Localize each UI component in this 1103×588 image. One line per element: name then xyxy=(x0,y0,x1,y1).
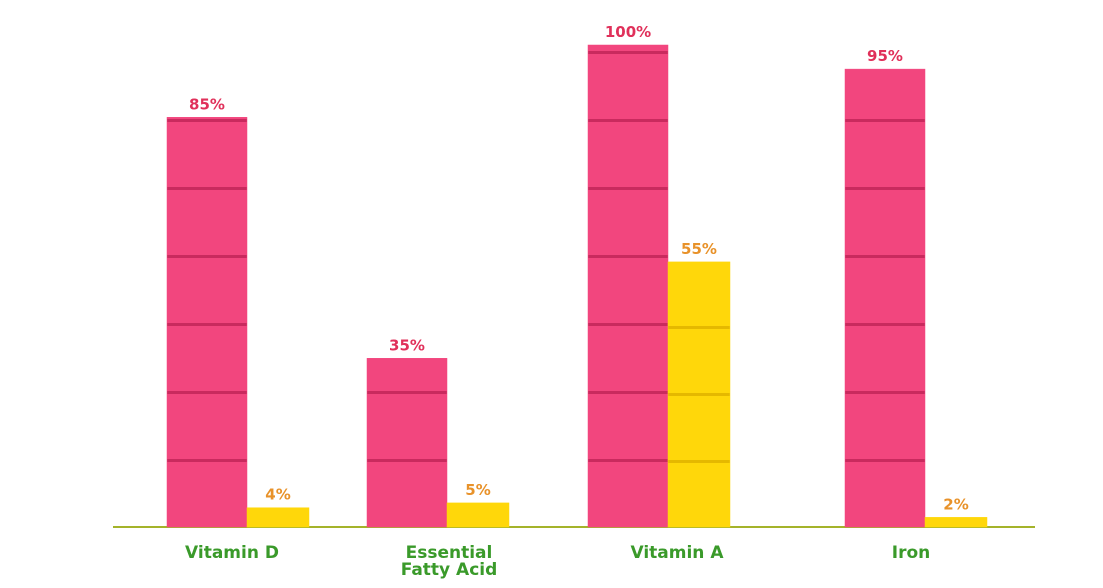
category-label: Vitamin A xyxy=(630,543,724,563)
value-label: 95% xyxy=(867,47,903,65)
bar xyxy=(366,358,448,528)
value-label: 35% xyxy=(389,336,425,354)
bar xyxy=(446,502,510,528)
category-label: Iron xyxy=(891,543,931,563)
bar xyxy=(166,117,248,528)
bar xyxy=(844,68,926,528)
value-label: 55% xyxy=(681,240,717,258)
bar xyxy=(924,517,988,528)
category-label: Essential Fatty Acid xyxy=(400,543,498,580)
value-label: 2% xyxy=(943,495,968,513)
value-label: 4% xyxy=(265,486,290,504)
bar xyxy=(587,44,669,528)
value-label: 85% xyxy=(189,95,225,113)
category-label: Vitamin D xyxy=(185,543,279,563)
bar xyxy=(246,507,310,528)
value-label: 100% xyxy=(605,23,651,41)
value-label: 5% xyxy=(465,481,490,499)
bar xyxy=(667,261,731,528)
